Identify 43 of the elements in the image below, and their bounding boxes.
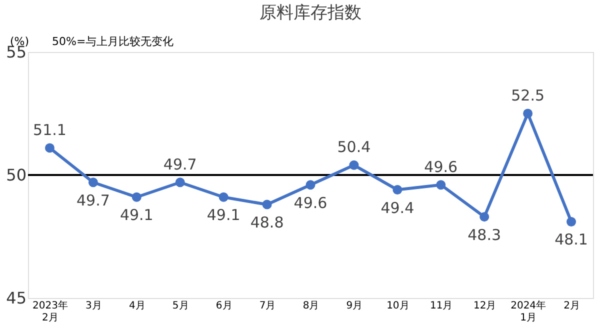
x-tick-label: 5月: [172, 300, 189, 312]
x-tick-label: 2024年 1月: [510, 300, 546, 324]
point: [392, 185, 402, 194]
point: [175, 178, 185, 188]
x-tick-label: 11月: [430, 300, 453, 312]
x-tick-label: 9月: [346, 300, 363, 312]
point: [480, 212, 490, 222]
chart-title: 原料库存指数: [260, 3, 362, 23]
x-tick-label: 10月: [386, 300, 410, 312]
point: [436, 180, 446, 190]
x-tick-label: 2月: [564, 300, 580, 312]
data-label: 49.6: [294, 194, 328, 212]
text: 50%=与上月比较无变化: [52, 35, 174, 48]
point: [44, 143, 54, 153]
point: [349, 160, 359, 170]
y-tick-label: 50: [6, 166, 26, 184]
x-tick-label: 8月: [302, 300, 320, 312]
point: [306, 180, 316, 190]
point: [88, 178, 98, 188]
x-tick-label: 12月: [473, 300, 496, 312]
y-tick-label: 45: [6, 288, 26, 308]
point: [218, 192, 228, 202]
data-label: 50.4: [337, 138, 371, 156]
data-label: 52.5: [511, 86, 545, 104]
data-label: 49.7: [163, 155, 197, 174]
point: [262, 200, 272, 210]
data-label: 49.4: [380, 198, 414, 217]
data-label: 49.1: [120, 206, 154, 224]
data-label: 49.1: [206, 206, 240, 224]
data-label: 48.3: [468, 226, 502, 244]
data-label: 49.6: [424, 158, 458, 176]
x-tick-label: 4月: [128, 300, 146, 312]
point: [566, 217, 576, 226]
x-tick-label: 6月: [216, 300, 232, 312]
point: [132, 192, 142, 202]
data-label: 48.1: [554, 230, 588, 249]
data-label: 48.8: [250, 214, 284, 232]
data-label: 49.7: [76, 191, 110, 210]
point: [523, 108, 533, 118]
x-tick-label: 3月: [86, 300, 102, 312]
x-tick-label: 2023年 2月: [32, 300, 68, 324]
x-tick-label: 7月: [259, 300, 276, 312]
data-label: 51.1: [33, 120, 66, 139]
